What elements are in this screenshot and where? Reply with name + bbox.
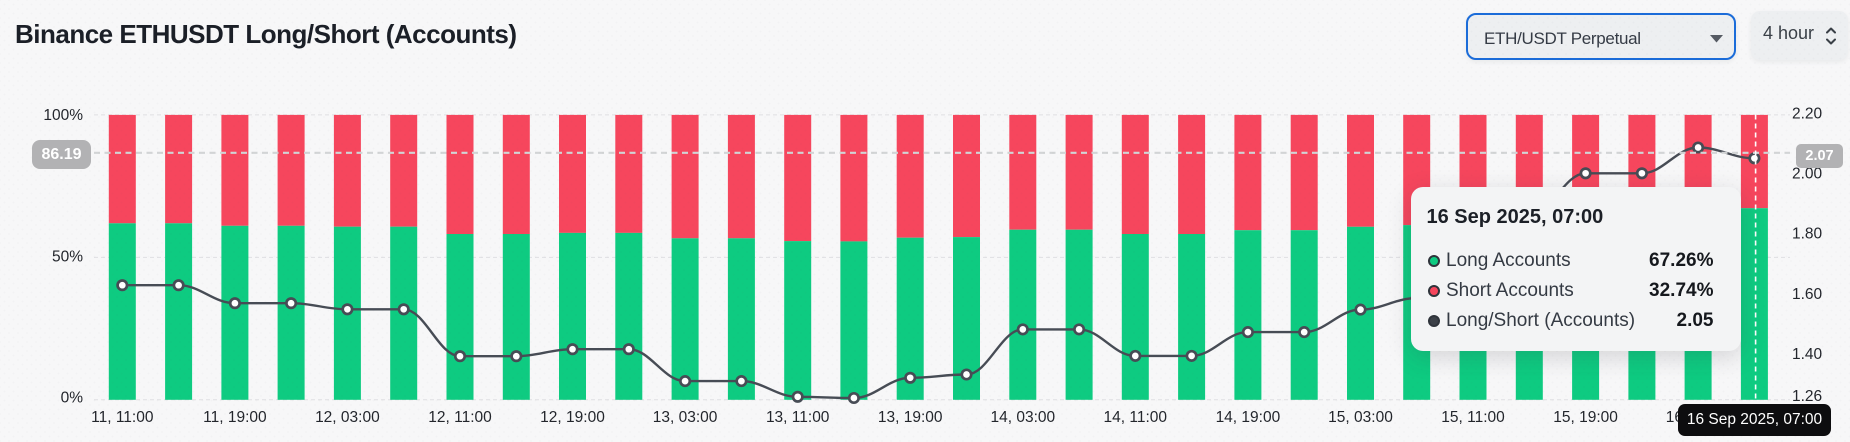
svg-text:13, 11:00: 13, 11:00 xyxy=(766,409,830,426)
svg-text:1.60: 1.60 xyxy=(1792,286,1823,303)
svg-text:12, 03:00: 12, 03:00 xyxy=(315,409,380,426)
svg-text:14, 11:00: 14, 11:00 xyxy=(1104,409,1168,426)
svg-text:11, 19:00: 11, 19:00 xyxy=(203,409,267,426)
svg-text:12, 19:00: 12, 19:00 xyxy=(540,409,605,426)
svg-text:1.40: 1.40 xyxy=(1792,346,1823,363)
svg-text:1.26: 1.26 xyxy=(1792,388,1822,405)
svg-text:15, 03:00: 15, 03:00 xyxy=(1328,409,1393,426)
svg-text:1.80: 1.80 xyxy=(1792,226,1823,243)
svg-text:100%: 100% xyxy=(43,107,83,124)
svg-text:13, 03:00: 13, 03:00 xyxy=(653,409,718,426)
svg-text:14, 19:00: 14, 19:00 xyxy=(1216,409,1281,426)
svg-text:0%: 0% xyxy=(61,390,84,407)
svg-text:11, 11:00: 11, 11:00 xyxy=(91,409,154,426)
svg-text:12, 11:00: 12, 11:00 xyxy=(428,409,492,426)
svg-text:13, 19:00: 13, 19:00 xyxy=(878,409,943,426)
svg-text:15, 11:00: 15, 11:00 xyxy=(1441,409,1505,426)
svg-text:50%: 50% xyxy=(52,249,83,266)
svg-text:14, 03:00: 14, 03:00 xyxy=(990,409,1055,426)
svg-text:2.20: 2.20 xyxy=(1792,105,1823,122)
svg-text:2.00: 2.00 xyxy=(1792,166,1823,183)
svg-text:15, 19:00: 15, 19:00 xyxy=(1553,409,1618,426)
